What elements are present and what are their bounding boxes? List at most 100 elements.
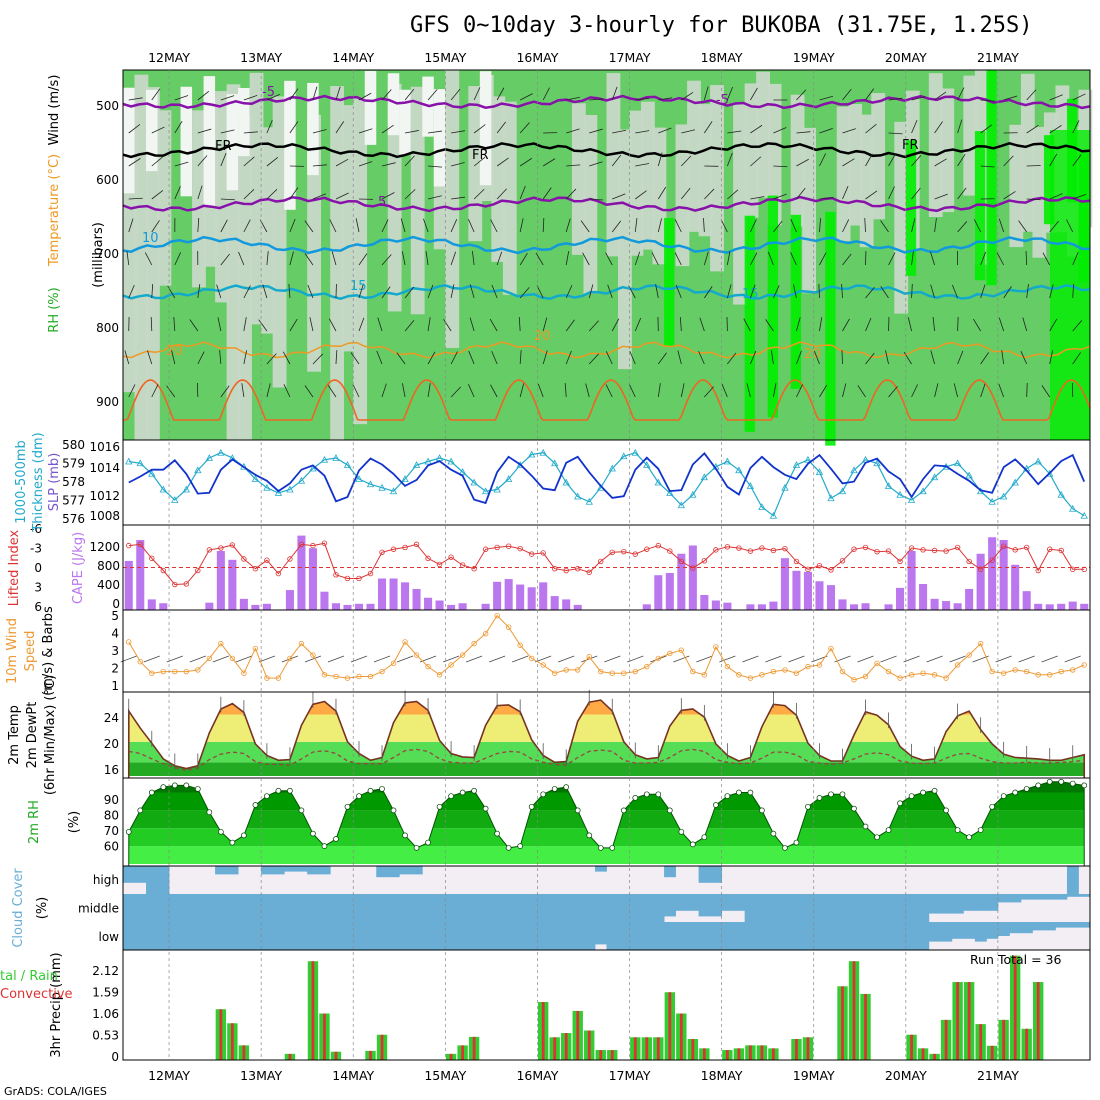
rh-band (128, 781, 1085, 793)
cloud-bar (848, 894, 861, 922)
wind-barb (634, 317, 642, 332)
rh-very-dry-band (203, 76, 216, 206)
pressure-tick: 900 (96, 395, 119, 409)
wind-barb (930, 350, 935, 365)
wind-tick: 4 (111, 627, 119, 641)
thickness-line-point (1080, 511, 1088, 519)
slp-tick: 1016 (89, 440, 120, 454)
wind-barb (450, 162, 465, 167)
wind-speed-line-point (621, 670, 627, 676)
wind-barb (842, 88, 852, 101)
wind-barb (655, 284, 659, 299)
precip-conv-bar (737, 1048, 741, 1060)
lifted-index-line-point (402, 544, 408, 551)
lifted-index-line-point (494, 544, 500, 551)
cloud-bar (123, 922, 135, 950)
wind-barb (1042, 252, 1051, 266)
wind-barb (934, 91, 947, 101)
cloud-bar (687, 922, 699, 950)
rh-dry-band (583, 115, 598, 294)
wind-barb (680, 383, 685, 398)
wind-barb (995, 655, 1012, 663)
wind-barb (197, 284, 201, 299)
run-total-label: Run Total = 36 (970, 952, 1062, 967)
wind-barb (128, 384, 136, 398)
cloud-bar (560, 922, 573, 950)
lifted-index-line-point (759, 545, 765, 551)
wind-speed-line-point (344, 675, 351, 681)
wind-label-1: 10m Wind (5, 618, 20, 684)
wind-barb (1049, 193, 1063, 200)
thickness-line-point (1069, 504, 1077, 512)
wind-speed-line-point (1081, 662, 1087, 668)
lifted-index-line-point (264, 557, 270, 563)
cape-bar (504, 579, 513, 610)
wind-barb (565, 285, 573, 299)
rh-tick: 70 (104, 824, 119, 838)
wind-barb (635, 97, 650, 101)
cloud-bar (905, 894, 918, 922)
wind-barb (126, 251, 130, 266)
cloud-bar (652, 922, 665, 950)
wind-barb (949, 655, 966, 663)
rh-point (839, 791, 846, 798)
temp-tick: 16 (104, 763, 119, 777)
cloud-bar (215, 866, 228, 875)
contour-25c (123, 379, 1091, 421)
thickness-line-point (608, 464, 616, 472)
precip-conv-bar (956, 982, 959, 1060)
lifted-index-line-point (816, 562, 823, 569)
wind-speed-line-point (448, 662, 454, 668)
wind-barb (612, 129, 627, 134)
wind-speed-line-point (724, 663, 731, 670)
wind-barb (998, 218, 1005, 233)
rh-point (1012, 789, 1019, 796)
wind-barb (773, 193, 787, 200)
cloud-bar (445, 894, 458, 922)
rh-dry-band (928, 73, 943, 218)
lifted-index-line-point (1047, 546, 1053, 552)
cloud-bar (848, 922, 861, 950)
wind-barb (880, 286, 889, 299)
cloud-bar (986, 894, 999, 911)
wind-barb (726, 284, 732, 299)
cloud-bar (756, 894, 769, 922)
wind-barb (266, 93, 280, 101)
precip-conv-bar (967, 982, 971, 1060)
wind-barb (727, 352, 737, 365)
contour-label-minus5: -5 (262, 85, 275, 100)
cape-bar (550, 596, 559, 610)
rh-point (229, 839, 236, 846)
lifted-tick: 0 (34, 561, 42, 575)
wind-barb (681, 187, 691, 200)
wind-barb (381, 192, 395, 200)
cape-bar (435, 600, 444, 610)
wind-barb (473, 87, 481, 101)
cape-bar (447, 604, 456, 610)
rh-dry-band (502, 101, 517, 295)
rh-very-dry-band (364, 70, 377, 145)
wind-barb (450, 219, 458, 233)
rh-dry-band (1020, 73, 1035, 232)
wind-barb (519, 122, 530, 134)
cloud-bar (710, 894, 723, 917)
cloud-bar (261, 894, 274, 922)
cloud-bar (353, 894, 366, 922)
wind-barb (565, 350, 572, 365)
rh-point (1035, 782, 1042, 789)
wind-barb (842, 318, 850, 332)
lifted-index-line-point (874, 548, 880, 555)
wind-barb (611, 318, 620, 332)
wind-barb (957, 350, 964, 365)
rh-point (241, 832, 247, 839)
wind-speed-line-point (908, 672, 915, 678)
cloud-bar (422, 894, 435, 922)
precip-conv-bar (219, 1009, 223, 1060)
wind-speed-line (128, 614, 1085, 681)
wind-barb (425, 251, 429, 266)
cloud-bar (1009, 922, 1022, 934)
cloud-bar (571, 922, 584, 950)
wind-barb (166, 385, 176, 398)
rh-point (632, 795, 639, 801)
lifted-index-line-point (989, 557, 995, 563)
